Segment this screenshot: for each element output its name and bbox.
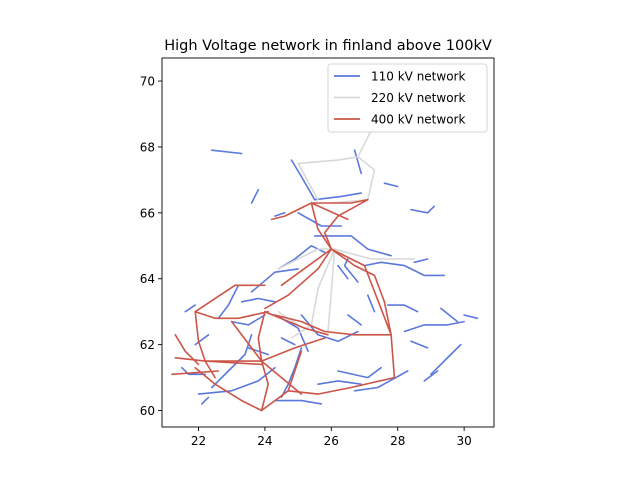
y-tick-label: 68 xyxy=(140,140,155,154)
series-2-segment xyxy=(230,320,263,362)
series-2-segment xyxy=(194,366,396,412)
x-tick-label: 28 xyxy=(390,434,405,448)
legend-label: 110 kV network xyxy=(371,70,465,84)
series-0-segment xyxy=(366,294,376,313)
series-1-segment xyxy=(290,324,313,339)
series-0-segment xyxy=(197,366,276,395)
series-0-segment xyxy=(317,380,363,386)
x-tick-label: 30 xyxy=(456,434,471,448)
legend-label: 220 kV network xyxy=(371,91,465,105)
series-0-segment xyxy=(410,205,436,214)
series-0-segment xyxy=(423,370,439,382)
series-0-segment xyxy=(240,297,276,303)
series-2-segment xyxy=(260,337,326,362)
axes-frame xyxy=(161,57,495,428)
series-0-segment xyxy=(230,314,266,326)
series-2-segment xyxy=(194,284,266,313)
chart-title: High Voltage network in finland above 10… xyxy=(164,38,492,54)
series-2-segment xyxy=(194,310,216,379)
series-1-segment xyxy=(330,156,376,204)
series-2-segment xyxy=(280,248,333,287)
series-2-segment xyxy=(287,350,303,392)
series-0-segment xyxy=(413,258,429,264)
series-0-segment xyxy=(383,182,399,188)
legend-label: 400 kV network xyxy=(371,113,465,127)
axes: 22 24 26 28 30 60 62 64 66 68 70 xyxy=(140,57,495,448)
series-1-lines xyxy=(277,123,416,339)
series-0-segment xyxy=(181,366,206,376)
series-2-segment xyxy=(264,310,329,336)
series-2-segment xyxy=(274,314,392,336)
plot-area xyxy=(171,123,479,412)
series-0-segment xyxy=(274,399,323,405)
series-0-segment xyxy=(347,314,363,326)
series-0-segment xyxy=(343,258,359,283)
series-1-segment xyxy=(297,123,376,165)
series-2-segment xyxy=(174,356,263,366)
series-2-segment xyxy=(194,310,270,320)
series-2-segment xyxy=(174,333,200,366)
series-0-segment xyxy=(353,370,409,392)
series-0-segment xyxy=(363,261,446,277)
series-0-segment xyxy=(201,396,210,405)
series-2-segment xyxy=(330,248,392,336)
series-0-segment xyxy=(353,149,363,175)
series-1-segment xyxy=(297,162,319,201)
series-0-segment xyxy=(463,314,479,320)
series-2-segment xyxy=(264,248,396,379)
series-1-segment xyxy=(310,248,336,326)
series-0-segment xyxy=(313,235,392,257)
series-0-segment xyxy=(280,337,296,346)
legend: 110 kV network 220 kV network 400 kV netwo… xyxy=(327,63,488,133)
series-2-segment xyxy=(171,370,220,376)
series-0-segment xyxy=(430,343,462,376)
x-tick-label: 26 xyxy=(324,434,339,448)
series-0-segment xyxy=(440,307,459,323)
series-0-segment xyxy=(386,304,419,313)
series-2-segment xyxy=(323,198,369,250)
series-2-segment xyxy=(260,360,270,412)
series-0-segment xyxy=(337,264,349,280)
series-0-segment xyxy=(403,320,465,333)
series-2-segment xyxy=(310,202,349,221)
x-tick-label: 24 xyxy=(257,434,272,448)
series-2-lines xyxy=(171,198,396,412)
series-0-segment xyxy=(337,366,382,379)
series-0-segment xyxy=(194,333,210,346)
series-1-segment xyxy=(327,248,336,333)
y-tick-label: 66 xyxy=(140,206,155,220)
series-0-segment xyxy=(211,149,243,155)
y-tick-label: 60 xyxy=(140,404,155,418)
series-0-segment xyxy=(184,304,196,313)
series-0-segment xyxy=(297,212,343,227)
series-2-segment xyxy=(310,202,333,250)
y-tick-label: 64 xyxy=(140,272,155,286)
legend-box xyxy=(327,63,488,133)
series-0-segment xyxy=(274,212,286,217)
x-tick-label: 22 xyxy=(191,434,206,448)
y-tick-label: 70 xyxy=(140,75,155,89)
series-0-segment xyxy=(250,189,260,204)
series-0-segment xyxy=(410,340,429,349)
series-0-segment xyxy=(280,347,303,399)
series-0-segment xyxy=(217,284,240,320)
y-tick-label: 62 xyxy=(140,338,155,352)
series-0-segment xyxy=(290,159,363,201)
